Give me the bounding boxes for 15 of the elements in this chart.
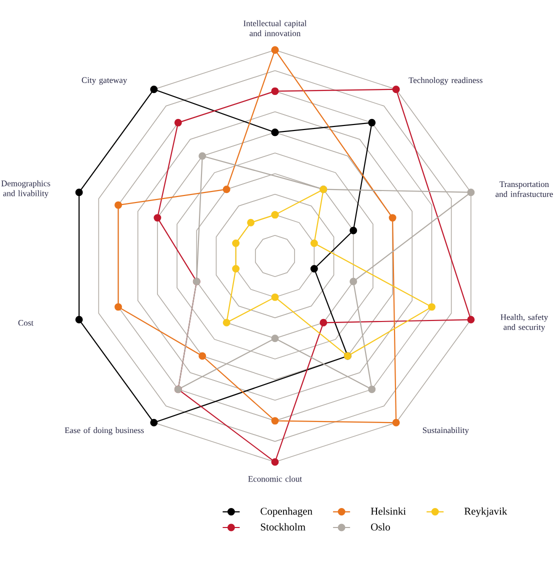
spoke-label: Sustainability — [422, 427, 469, 435]
spoke-label: Transportation and infrastucture — [496, 181, 553, 197]
legend-label: Copenhagen — [260, 507, 312, 517]
legend-label: Oslo — [371, 523, 390, 530]
legend-label: Helsinki — [370, 507, 406, 515]
legend-label: Stockholm — [260, 523, 306, 530]
spoke-label: Technology readiness — [408, 77, 482, 85]
spoke-label: Economic clout — [248, 476, 302, 482]
spoke-label: Intellectual capital and innovation — [244, 20, 307, 36]
legend-label: Reykjavik — [464, 507, 508, 517]
spoke-label: City gateway — [82, 77, 128, 85]
spoke-label: Demographics and livability — [1, 180, 50, 198]
spoke-label: Health, safety and security — [500, 314, 548, 332]
spoke-label: Ease of doing business — [64, 427, 144, 435]
spoke-label: Cost — [18, 320, 34, 326]
